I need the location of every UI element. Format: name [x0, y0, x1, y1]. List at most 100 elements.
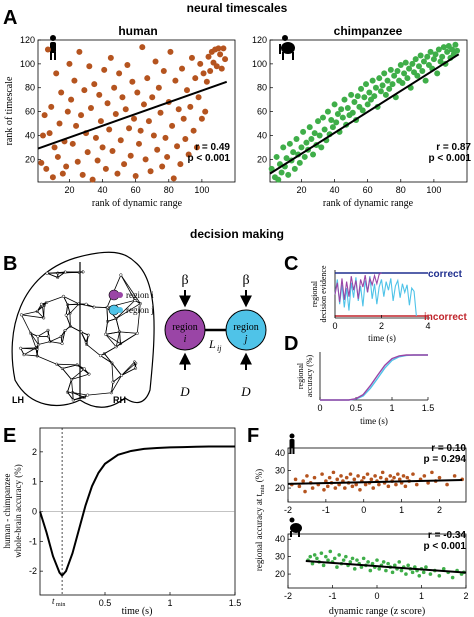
network-edge: [49, 341, 63, 344]
scatter-point: [91, 81, 98, 88]
network-edge: [111, 375, 122, 393]
network-edge: [21, 314, 44, 319]
network-edge: [57, 271, 66, 278]
scatter-point: [377, 88, 384, 95]
scatter-point: [179, 65, 186, 72]
scatter-point: [344, 105, 351, 112]
network-edge: [65, 304, 69, 316]
scatter-point: [384, 77, 391, 84]
network-edge: [62, 368, 72, 380]
network-edge: [119, 331, 121, 344]
scatter-point: [409, 60, 416, 67]
scatter-point: [358, 85, 365, 92]
scatter-point: [215, 45, 222, 52]
accuracy-difference-curve: [39, 445, 235, 578]
scatter-point: [364, 101, 371, 108]
scatter-point: [312, 553, 317, 557]
scatter-point: [422, 77, 429, 84]
scatter-point: [220, 45, 227, 52]
scatter-point: [320, 472, 324, 476]
scatter-point: [149, 94, 156, 101]
scatter-point: [198, 115, 205, 122]
network-edge: [20, 347, 38, 350]
scatter-point: [190, 127, 197, 134]
x-tick-label: 1: [167, 598, 172, 608]
scatter-point: [430, 56, 437, 63]
panel-f-human-p: p = 0.294: [423, 454, 466, 465]
scatter-point: [54, 153, 61, 160]
scatter-point: [56, 120, 63, 127]
network-edge: [115, 331, 120, 347]
scatter-point: [318, 144, 325, 151]
scatter-point: [452, 474, 457, 478]
scatter-point: [321, 563, 326, 568]
panel-a-human-axes: 20 40 60 80 100 20 40 60 80 100 120: [20, 35, 236, 195]
scatter-point: [99, 144, 106, 151]
scatter-point: [63, 163, 70, 170]
network-edge: [120, 274, 141, 304]
scatter-point: [134, 89, 141, 96]
network-edge: [46, 272, 58, 278]
scatter-point: [203, 78, 210, 85]
scatter-point: [316, 132, 323, 139]
panel-a-chimp-xlabel: rank of dynamic range: [323, 198, 414, 209]
network-node: [61, 294, 66, 298]
scatter-point: [69, 140, 76, 147]
scatter-point: [300, 128, 307, 135]
network-edge: [105, 334, 117, 348]
scatter-point: [180, 115, 187, 122]
scatter-point: [427, 48, 434, 55]
scatter-point: [101, 66, 108, 73]
scatter-point: [419, 68, 426, 75]
network-edge: [121, 367, 136, 376]
y-tick-label: 20: [275, 569, 285, 579]
scatter-point: [390, 570, 395, 575]
scatter-point: [397, 560, 402, 564]
scatter-point: [84, 149, 91, 156]
scatter-point: [49, 174, 56, 181]
scatter-point: [344, 475, 349, 480]
scatter-point: [278, 169, 285, 176]
scatter-point: [386, 484, 391, 489]
scatter-point: [89, 176, 96, 183]
y-tick-label: 60: [257, 107, 267, 117]
panel-c-xlabel: time (s): [368, 333, 396, 343]
x-tick-label: 20: [296, 185, 306, 195]
scatter-point: [379, 82, 386, 89]
scatter-point: [452, 41, 459, 48]
scatter-point: [420, 58, 427, 65]
coupled-regions-diagram: β β region i region j L ij D D: [164, 273, 267, 399]
scatter-point: [140, 101, 147, 108]
network-edge: [46, 295, 64, 303]
network-node: [119, 273, 123, 277]
y-tick-label: 20: [25, 154, 35, 164]
y-tick-label: 120: [252, 35, 267, 45]
network-edge: [56, 363, 78, 366]
human-silhouette-small-icon: [289, 433, 295, 454]
scatter-point: [312, 475, 317, 480]
scatter-point: [111, 84, 118, 91]
scatter-point: [432, 51, 439, 58]
scatter-point: [401, 474, 406, 478]
x-tick-label: 0: [361, 505, 366, 515]
network-edge: [80, 331, 87, 343]
scatter-point: [114, 170, 121, 177]
x-tick-label: 1.5: [422, 403, 435, 413]
network-edge: [115, 303, 141, 319]
scatter-point: [371, 93, 378, 100]
coupling-subscript: ij: [217, 344, 222, 353]
scatter-point: [368, 568, 373, 573]
y-tick-label: 20: [257, 154, 267, 164]
scatter-point: [417, 574, 422, 578]
scatter-point: [393, 563, 397, 568]
scatter-point: [403, 484, 408, 489]
scatter-point: [273, 153, 280, 160]
network-edge: [30, 333, 39, 345]
panel-c-correct: correct: [428, 269, 463, 280]
scatter-point: [311, 130, 318, 137]
scatter-point: [137, 127, 144, 134]
y-tick-label: -1: [29, 536, 37, 546]
scatter-point: [129, 78, 136, 85]
network-edge: [104, 346, 117, 354]
network-node: [98, 354, 103, 358]
